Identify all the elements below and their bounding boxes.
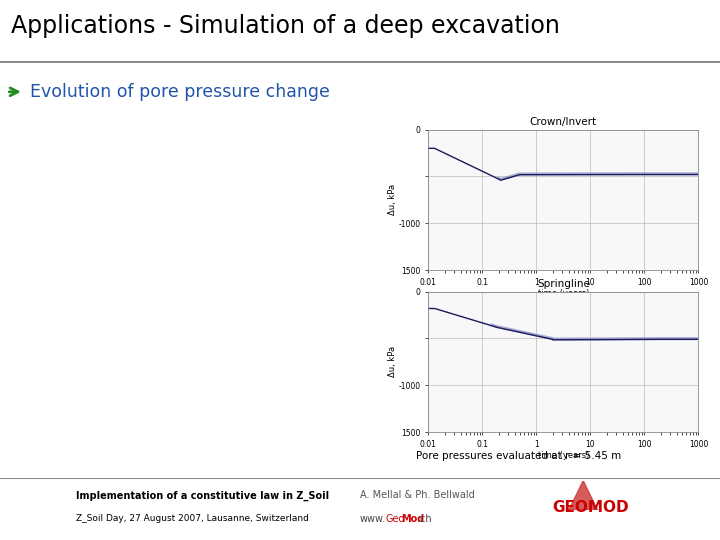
Text: Z_Soil Day, 27 August 2007, Lausanne, Switzerland: Z_Soil Day, 27 August 2007, Lausanne, Sw… [76,514,308,523]
Y-axis label: Δu, kPa: Δu, kPa [388,346,397,377]
Text: Z: Z [27,501,42,520]
Y-axis label: Δu, kPa: Δu, kPa [388,184,397,215]
Text: Evolution of pore pressure change: Evolution of pore pressure change [30,83,330,101]
Text: A. Mellal & Ph. Bellwald: A. Mellal & Ph. Bellwald [360,490,474,501]
Text: Mod: Mod [401,514,424,524]
X-axis label: time (years): time (years) [538,289,589,299]
Text: .ch: .ch [417,514,431,524]
Text: Pore pressures evaluated at r = 5.45 m: Pore pressures evaluated at r = 5.45 m [415,451,621,461]
Text: GEOMOD: GEOMOD [552,500,629,515]
Title: Springline: Springline [537,279,590,289]
Text: Applications - Simulation of a deep excavation: Applications - Simulation of a deep exca… [11,14,559,38]
Text: Geo: Geo [385,514,405,524]
Title: Crown/Invert: Crown/Invert [530,117,597,127]
X-axis label: time (years): time (years) [538,451,589,461]
Text: Implementation of a constitutive law in Z_Soil: Implementation of a constitutive law in … [76,490,329,501]
Polygon shape [569,481,598,510]
Text: www.: www. [360,514,386,524]
